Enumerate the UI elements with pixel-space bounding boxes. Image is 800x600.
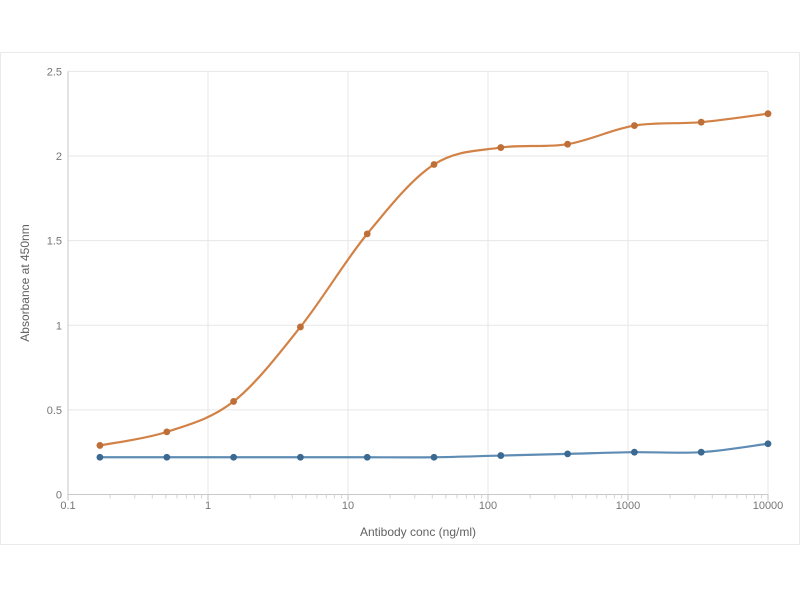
series-orange-data-point bbox=[163, 428, 171, 436]
y-tick-label: 2 bbox=[56, 151, 62, 163]
y-axis-title: Absorbance at 450nm bbox=[18, 224, 32, 342]
series-orange-data-point bbox=[564, 140, 572, 148]
y-tick-label: 2.5 bbox=[47, 66, 62, 78]
x-tick-label: 1 bbox=[205, 500, 211, 512]
series-orange-line bbox=[98, 112, 770, 447]
y-tick-label: 0 bbox=[56, 490, 62, 502]
series-orange-data-point bbox=[631, 122, 638, 129]
series-blue-data-point bbox=[96, 453, 104, 461]
series-blue-data-point bbox=[297, 453, 304, 461]
x-tick-label: 10 bbox=[342, 500, 354, 512]
chart-container bbox=[0, 52, 800, 545]
series-orange-data-point bbox=[764, 110, 772, 118]
series-orange-data-point bbox=[430, 161, 438, 168]
x-tick-label: 1000 bbox=[616, 500, 640, 512]
series-blue-data-point bbox=[497, 452, 505, 459]
x-tick-label: 100 bbox=[479, 500, 497, 512]
series-orange-data-point bbox=[297, 323, 304, 331]
series-blue-data-point bbox=[631, 448, 638, 456]
series-orange-data-point bbox=[230, 398, 238, 405]
series-blue-data-point bbox=[697, 448, 705, 456]
series-blue-data-point bbox=[564, 450, 572, 458]
y-tick-label: 0.5 bbox=[47, 405, 62, 417]
series-orange-data-point bbox=[363, 230, 371, 238]
series-blue-data-point bbox=[764, 440, 772, 448]
x-tick-label: 10000 bbox=[753, 500, 784, 512]
series-orange-data-point bbox=[96, 442, 104, 449]
y-tick-label: 1.5 bbox=[47, 236, 62, 248]
x-tick-label: 0.1 bbox=[60, 500, 75, 512]
x-axis-title: Antibody conc (ng/ml) bbox=[359, 525, 477, 539]
y-tick-label: 1 bbox=[56, 320, 62, 332]
series-blue-data-point bbox=[163, 453, 171, 461]
series-orange-data-point bbox=[697, 118, 705, 126]
series-blue-data-point bbox=[363, 453, 371, 461]
series-blue-data-point bbox=[430, 453, 438, 461]
series-blue-data-point bbox=[230, 453, 238, 461]
series-orange-data-point bbox=[497, 144, 505, 151]
